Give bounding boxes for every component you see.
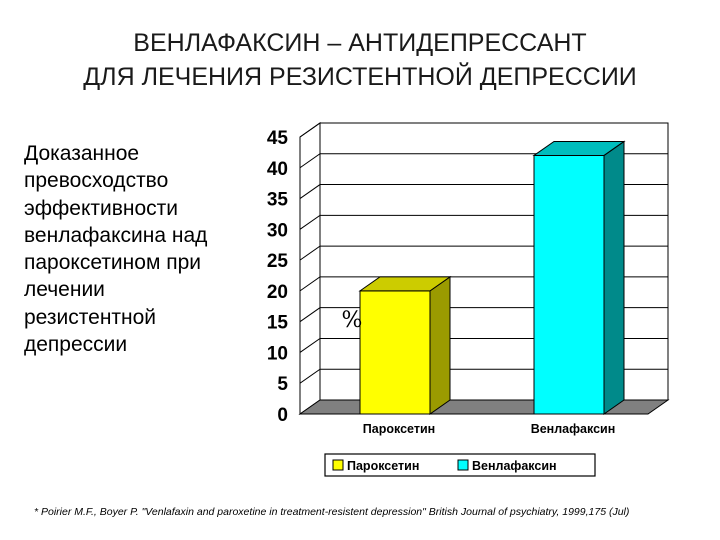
y-tick-label: 35 <box>267 190 289 211</box>
y-tick-label: 40 <box>267 159 288 180</box>
x-tick-label: Пароксетин <box>363 422 435 436</box>
claim-text-line-5: пароксетином при <box>24 251 201 275</box>
slide-title-line-1: ВЕНЛАФАКСИН – АНТИДЕПРЕССАНТ <box>133 29 587 57</box>
legend-label-1: Пароксетин <box>347 459 419 473</box>
gridline <box>299 122 668 138</box>
x-tick-label: Венлафаксин <box>531 422 616 436</box>
y-tick-label: 30 <box>267 220 288 241</box>
bar-2-top <box>532 140 626 156</box>
slide-title-line-2: ДЛЯ ЛЕЧЕНИЯ РЕЗИСТЕНТНОЙ ДЕПРЕССИИ <box>83 63 637 91</box>
side-wall <box>299 122 321 415</box>
claim-text-line-4: венлафаксина над <box>24 223 208 247</box>
y-tick-label: 45 <box>267 128 289 149</box>
claim-text-line-3: эффективности <box>24 196 179 220</box>
slide-title: ВЕНЛАФАКСИН – АНТИДЕПРЕССАНТ ДЛЯ ЛЕЧЕНИЯ… <box>0 26 720 94</box>
y-tick-label: 15 <box>267 313 289 334</box>
percent-unit-label: % <box>342 308 363 333</box>
claim-text: Доказанное превосходство эффективности в… <box>24 140 254 358</box>
y-tick-label: 0 <box>277 405 288 426</box>
legend-swatch-2 <box>457 459 469 471</box>
y-tick-label: 20 <box>267 282 288 303</box>
legend-swatch-1 <box>332 459 344 471</box>
bar-2-side <box>603 140 625 415</box>
y-tick-label: 5 <box>277 374 288 395</box>
claim-text-line-1: Доказанное <box>24 142 140 165</box>
bar-1-side <box>429 275 451 415</box>
claim-text-line-2: превосходство <box>24 169 169 193</box>
claim-text-line-8: депрессии <box>24 333 128 357</box>
bar-1-front <box>359 290 431 415</box>
footnote-citation: * Poirier M.F., Boyer P. "Venlafaxin and… <box>34 506 630 518</box>
y-tick-label: 10 <box>267 343 288 364</box>
bar-2-front <box>533 154 605 415</box>
claim-text-line-7: резистентной <box>24 305 157 329</box>
legend-label-2: Венлафаксин <box>472 459 557 473</box>
y-tick-label: 25 <box>267 251 289 272</box>
claim-text-line-6: лечении <box>24 278 105 302</box>
bar-1-top <box>358 276 452 292</box>
